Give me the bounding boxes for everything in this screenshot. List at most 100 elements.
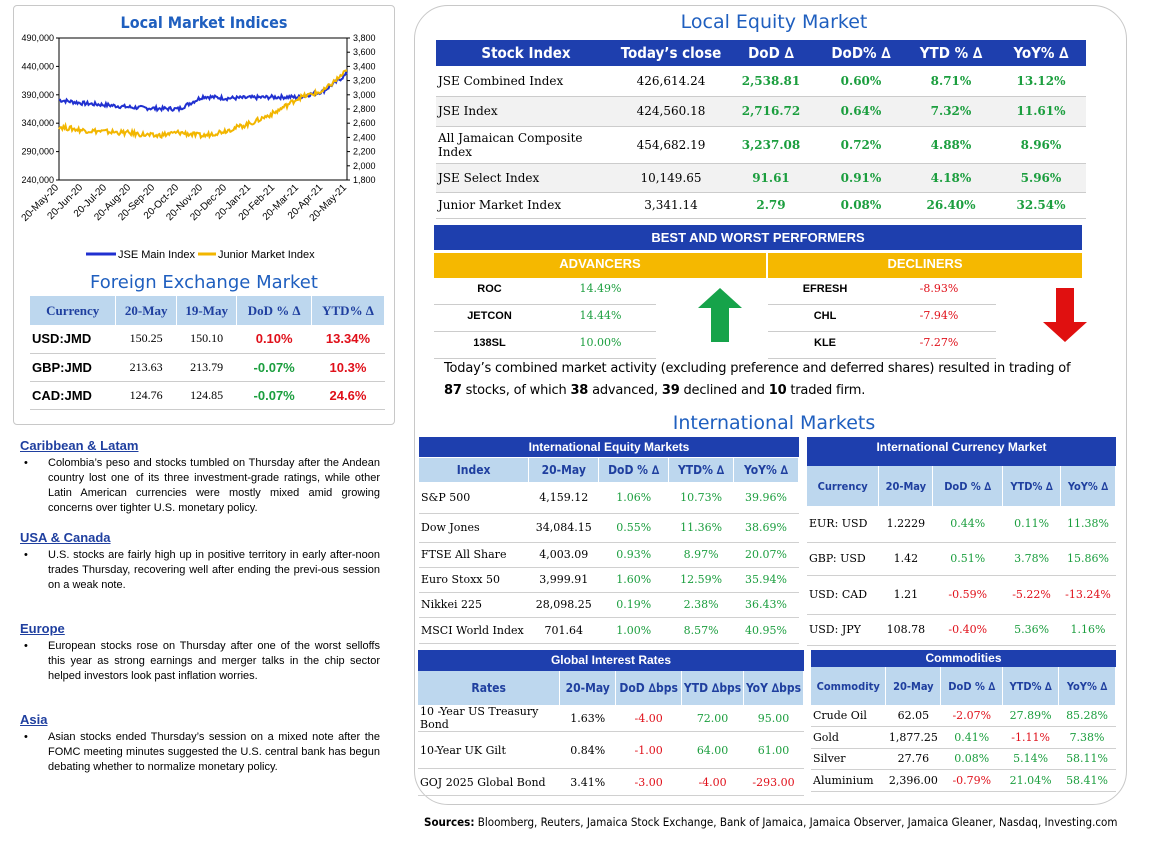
news-item: Caribbean & Latam Colombia’s peso and sto… [20,438,380,516]
equity-row: All Jamaican Composite Index 454,682.19 3,… [436,126,1086,164]
icur-value: 108.78 [878,614,933,646]
equity-row: JSE Index 424,560.18 2,716.72 0.64% 7.32% 11.… [436,96,1086,127]
ieq-value: 0.93% [598,542,669,568]
comm-name: Crude Oil [811,705,886,727]
comm-value: 58.41% [1058,769,1116,792]
ieq-value: 40.95% [733,617,799,644]
icur-header-cell: Currency [807,466,880,506]
performer-change: 14.49% [579,282,622,295]
rates-header-cell: Rates [418,671,561,705]
ieq-value: 28,098.25 [528,592,599,618]
fx-currency: CAD:JMD [32,387,92,403]
equity-header-cell: Today’s close [620,44,722,62]
equity-value: 0.72% [816,126,906,164]
sources-note: Sources: Bloomberg, Reuters, Jamaica Sto… [424,815,1118,829]
rates-name: 10-Year UK Gilt [418,731,560,769]
y-right-tick-label: 3,000 [353,90,376,100]
comm-row: Aluminium 2,396.00 -0.79% 21.04% 58.41% [811,769,1116,792]
advancers-list: ROC 14.49% JETCON 14.44% 138SL 10.00% [434,278,656,359]
equity-value: 5.96% [996,163,1086,193]
icur-value: 15.86% [1060,542,1116,576]
rates-row: 10-Year UK Gilt 0.84% -1.00 64.00 61.00 [418,731,804,769]
icur-header-cell: DoD % ∆ [932,466,1004,506]
ieq-row: S&P 500 4,159.12 1.06% 10.73% 39.96% [419,482,799,514]
icur-table: Currency 20-May DoD % ∆ YTD% ∆ YoY% ∆ EUR: U… [807,466,1116,646]
rates-name: 10 -Year US Treasury Bond [418,705,560,732]
comm-name: Aluminium [811,769,886,792]
equity-header-cell: YoY% ∆ [1013,44,1069,62]
fx-ytd: 13.34% [325,331,370,347]
rates-value: 95.00 [743,705,804,732]
ieq-row: Euro Stoxx 50 3,999.91 1.60% 12.59% 35.94% [419,567,799,593]
performer-row: ROC 14.49% [434,278,656,305]
equity-title: Local Equity Market [680,11,868,33]
ieq-name: S&P 500 [419,482,529,514]
ieq-value: 2.38% [668,592,734,618]
comm-value: 2,396.00 [885,769,941,792]
ieq-value: 1.06% [598,482,669,514]
performer-row: KLE -7.27% [768,332,996,359]
fx-ytd: 24.6% [329,387,367,403]
y-right-tick-label: 3,600 [353,47,376,57]
rates-value: 0.84% [559,731,616,769]
y-left-tick-label: 240,000 [21,175,54,185]
icur-header-cell: YTD% ∆ [1002,466,1061,506]
chart-title: Local Market Indices [120,13,288,32]
news-text: U.S. stocks are fairly high up in positi… [20,548,380,593]
ieq-value: 3,999.91 [528,567,599,593]
ieq-value: 8.97% [668,542,734,568]
y-left-tick-label: 440,000 [21,61,54,71]
icur-value: 1.21 [878,575,933,615]
comm-name: Silver [811,748,886,770]
equity-value: 13.12% [996,66,1086,97]
performer-ticker: ROC [477,283,502,295]
ieq-name: Nikkei 225 [419,592,529,618]
legend-label: Junior Market Index [218,249,315,261]
ieq-value: 20.07% [733,542,799,568]
comm-table: Commodity 20-May DoD % ∆ YTD% ∆ YoY% ∆ Crude… [811,667,1116,792]
comm-value: 0.41% [940,726,1003,749]
decliners-header: DECLINERS [768,253,1082,278]
comm-value: -1.11% [1002,726,1059,749]
equity-value: 454,682.19 [616,126,726,164]
icur-name: USD: CAD [807,575,879,615]
legend-label: JSE Main Index [118,249,196,261]
fx-dod: -0.07% [253,359,295,375]
performer-row: JETCON 14.44% [434,305,656,332]
ieq-header-cell: YTD% ∆ [668,458,735,482]
y-right-tick-label: 3,200 [353,76,376,86]
comm-value: 85.28% [1058,705,1116,727]
equity-value: 3,237.08 [726,126,816,164]
comm-value: 5.14% [1002,748,1059,770]
equity-value: 2,538.81 [726,66,816,97]
line-chart: 490,000 440,000 390,000 340,000 290,000 240,0… [20,33,376,261]
icur-name: EUR: USD [807,506,879,543]
icur-value: 0.51% [932,542,1003,576]
rates-row: 10 -Year US Treasury Bond 1.63% -4.00 72.00… [418,705,804,732]
y-right-tick-label: 2,800 [353,104,376,114]
equity-value: 7.32% [906,96,996,127]
up-arrow-icon [698,288,742,342]
news-heading: Caribbean & Latam [20,438,139,453]
ieq-header-cell: YoY% ∆ [733,458,799,482]
y-right-tick-label: 3,800 [353,33,376,43]
equity-header-cell: Stock Index [481,44,571,62]
comm-row: Gold 1,877.25 0.41% -1.11% 7.38% [811,726,1116,749]
ieq-value: 11.36% [668,513,734,543]
equity-value: 26.40% [906,192,996,219]
fx-header-cell: 20-May [115,296,177,325]
fx-ytd: 10.3% [329,359,367,375]
equity-value: 32.54% [996,192,1086,219]
equity-row: JSE Select Index 10,149.65 91.61 0.91% 4.18%… [436,163,1086,193]
equity-header-cell: DoD% ∆ [831,44,891,62]
equity-value: 10,149.65 [616,163,726,193]
performer-ticker: JETCON [467,310,512,322]
left-panel [13,5,395,425]
ieq-header-cell: 20-May [528,458,600,482]
advancers-header: ADVANCERS [434,253,766,278]
fx-value: 150.25 [129,331,163,346]
rates-value: 3.41% [559,768,616,796]
rates-table: Rates 20-May DoD ∆bps YTD ∆bps YoY ∆bps 10 -… [418,671,804,796]
ieq-value: 1.60% [598,567,669,593]
ieq-table: Index 20-May DoD % ∆ YTD% ∆ YoY% ∆ S&P 500 4,… [419,458,799,644]
